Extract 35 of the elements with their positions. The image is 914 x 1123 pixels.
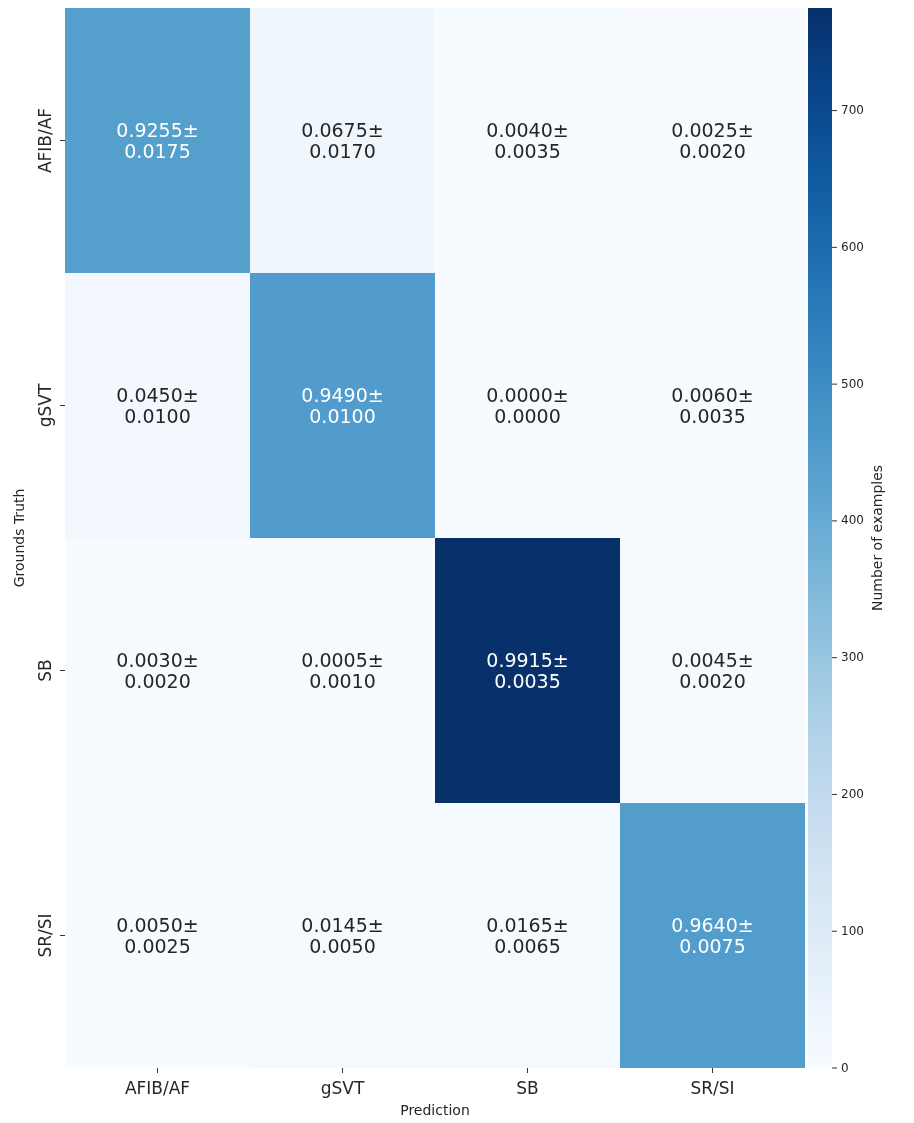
color-bar-title: Number of examples <box>869 464 885 612</box>
color-bar-label: 400 <box>841 513 864 528</box>
data-label: 0.0165± 0.0065 <box>486 913 569 956</box>
color-bar-label: 700 <box>841 103 864 118</box>
data-label: 0.9255± 0.0175 <box>116 118 199 161</box>
data-label: 0.0060± 0.0035 <box>671 383 754 426</box>
color-bar-label: 300 <box>841 650 864 665</box>
x-tick-label: SB <box>516 1078 539 1098</box>
data-label: 0.0050± 0.0025 <box>116 913 199 956</box>
data-label: 0.0005± 0.0010 <box>301 648 384 691</box>
x-tick-label: SR/SI <box>690 1078 735 1098</box>
color-bar-label: 200 <box>841 786 864 801</box>
y-tick-label: SR/SI <box>35 913 55 958</box>
y-tick-label: SB <box>35 659 55 682</box>
y-tick-label: AFIB/AF <box>35 107 55 174</box>
y-tick-label: gSVT <box>35 383 55 428</box>
data-label: 0.0145± 0.0050 <box>301 913 384 956</box>
color-bar-label: 600 <box>841 239 864 254</box>
color-bar-label: 100 <box>841 923 864 938</box>
data-label: 0.9640± 0.0075 <box>671 913 754 956</box>
x-tick-label: gSVT <box>320 1078 365 1098</box>
color-bar-label: 0 <box>841 1060 849 1075</box>
data-label: 0.0045± 0.0020 <box>671 648 754 691</box>
data-label: 0.0000± 0.0000 <box>486 383 569 426</box>
x-axis-title: Prediction <box>400 1102 470 1118</box>
data-label: 0.0450± 0.0100 <box>116 383 199 426</box>
data-label: 0.9490± 0.0100 <box>301 383 384 426</box>
data-label: 0.0040± 0.0035 <box>486 118 569 161</box>
data-label: 0.9915± 0.0035 <box>486 648 569 691</box>
data-label: 0.0030± 0.0020 <box>116 648 199 691</box>
data-label: 0.0675± 0.0170 <box>301 118 384 161</box>
y-axis-title: Grounds Truth <box>11 488 27 588</box>
x-tick-label: AFIB/AF <box>124 1078 191 1098</box>
data-label: 0.0025± 0.0020 <box>671 118 754 161</box>
color-bar-label: 500 <box>841 376 864 391</box>
